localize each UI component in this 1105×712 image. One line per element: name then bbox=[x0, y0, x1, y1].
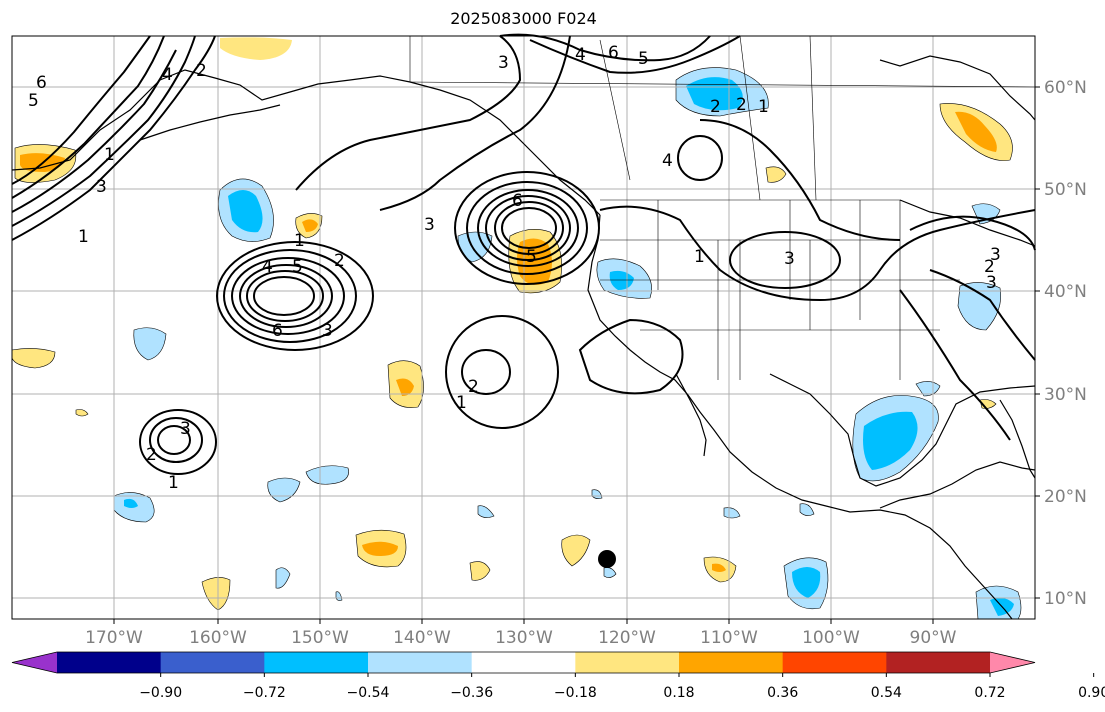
contour-label: 6 bbox=[512, 191, 523, 211]
colorbar-segment bbox=[679, 652, 784, 673]
contour-label: 3 bbox=[498, 53, 509, 73]
contour-lines bbox=[11, 33, 1036, 475]
contour-label: 2 bbox=[146, 445, 157, 465]
colorbar-segment bbox=[368, 652, 473, 673]
colorbar-segment bbox=[471, 652, 576, 673]
lat-label: 60°N bbox=[1044, 78, 1087, 98]
lat-label: 30°N bbox=[1044, 385, 1087, 405]
contour-label: 1 bbox=[294, 231, 305, 251]
contour-label: 4 bbox=[575, 45, 586, 65]
colorbar-segment bbox=[264, 652, 369, 673]
colorbar-tick-label: −0.72 bbox=[243, 685, 286, 701]
contour-label: 1 bbox=[168, 473, 179, 493]
longitude-labels: 170°W 160°W 150°W 140°W 130°W 120°W 110°… bbox=[85, 628, 957, 648]
contour-label: 2 bbox=[984, 257, 995, 277]
contour-label: 2 bbox=[334, 251, 345, 271]
contour-label: 4 bbox=[262, 257, 273, 277]
map-title: 2025083000 F024 bbox=[450, 9, 597, 28]
lon-label: 140°W bbox=[393, 628, 451, 648]
colorbar-extend-low bbox=[12, 652, 57, 673]
colorbar-tick-label: 0.36 bbox=[767, 685, 798, 701]
contour-label: 3 bbox=[424, 215, 435, 235]
contour-label: 3 bbox=[322, 321, 333, 341]
lon-label: 160°W bbox=[189, 628, 247, 648]
contour-label: 4 bbox=[662, 151, 673, 171]
contour-label: 2 bbox=[468, 377, 479, 397]
positive-anomaly-shading bbox=[11, 37, 1013, 611]
contour-label: 5 bbox=[526, 247, 537, 267]
contour-label: 5 bbox=[28, 91, 39, 111]
colorbar-segment bbox=[575, 652, 680, 673]
colorbar-tick-label: −0.18 bbox=[554, 685, 597, 701]
location-marker bbox=[598, 550, 616, 568]
contour-label: 5 bbox=[638, 49, 649, 69]
contour-label: 2 bbox=[736, 95, 747, 115]
colorbar-outline bbox=[11, 651, 1036, 674]
contour-label: 2 bbox=[196, 61, 207, 81]
colorbar-segment bbox=[782, 652, 887, 673]
contour-label: 6 bbox=[272, 321, 283, 341]
political-boundaries bbox=[409, 35, 1036, 380]
lon-label: 120°W bbox=[598, 628, 656, 648]
coastlines bbox=[11, 55, 1036, 620]
contour-label: 3 bbox=[990, 245, 1001, 265]
contour-label: 6 bbox=[36, 73, 47, 93]
contour-label: 3 bbox=[96, 177, 107, 197]
colorbar-segment bbox=[160, 652, 265, 673]
contour-label: 3 bbox=[180, 419, 191, 439]
contour-label: 3 bbox=[986, 273, 997, 293]
contour-label: 4 bbox=[162, 65, 173, 85]
lon-label: 170°W bbox=[85, 628, 143, 648]
colorbar-tick-label: −0.36 bbox=[450, 685, 493, 701]
colorbar-segment bbox=[57, 652, 162, 673]
latitude-labels: 60°N 50°N 40°N 30°N 20°N 10°N bbox=[1044, 78, 1087, 609]
axis-ticks bbox=[113, 86, 1040, 624]
lon-label: 130°W bbox=[495, 628, 553, 648]
graticule bbox=[12, 36, 1035, 619]
lon-label: 100°W bbox=[802, 628, 860, 648]
lon-label: 90°W bbox=[910, 628, 957, 648]
colorbar-segment bbox=[886, 652, 991, 673]
contour-label: 1 bbox=[78, 227, 89, 247]
colorbar: −0.90 −0.72 −0.54 −0.36 −0.18 0.18 0.36 0.54 0.7… bbox=[11, 651, 1105, 701]
colorbar-tick-label: 0.54 bbox=[871, 685, 902, 701]
contour-label: 1 bbox=[104, 145, 115, 165]
lat-label: 10°N bbox=[1044, 589, 1087, 609]
lat-label: 50°N bbox=[1044, 180, 1087, 200]
contour-label: 1 bbox=[694, 247, 705, 267]
contour-label: 1 bbox=[758, 97, 769, 117]
contour-label: 3 bbox=[784, 249, 795, 269]
contour-label: 2 bbox=[710, 97, 721, 117]
contour-labels: 6 5 4 3 2 1 6 5 4 3 2 1 6 5 4 3 2 1 3 2 … bbox=[28, 43, 1001, 493]
colorbar-extend-high bbox=[990, 652, 1035, 673]
contour-label: 6 bbox=[608, 43, 619, 63]
lat-label: 20°N bbox=[1044, 487, 1087, 507]
contour-label: 5 bbox=[292, 257, 303, 277]
lat-label: 40°N bbox=[1044, 282, 1087, 302]
colorbar-tick-label: 0.90 bbox=[1078, 685, 1105, 701]
lon-label: 150°W bbox=[291, 628, 349, 648]
colorbar-tick-label: −0.54 bbox=[347, 685, 390, 701]
lon-label: 110°W bbox=[700, 628, 758, 648]
colorbar-tick-label: −0.90 bbox=[139, 685, 182, 701]
colorbar-tick-label: 0.18 bbox=[663, 685, 694, 701]
colorbar-tick-label: 0.72 bbox=[974, 685, 1005, 701]
contour-label: 1 bbox=[456, 393, 467, 413]
